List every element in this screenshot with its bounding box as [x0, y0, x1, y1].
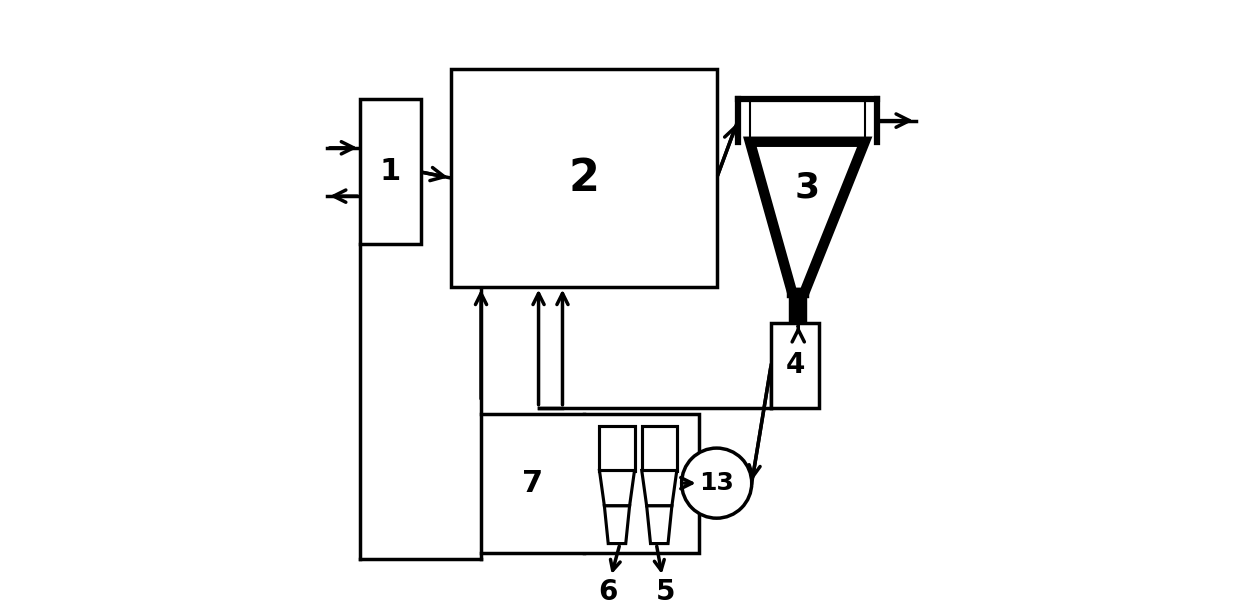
Bar: [451, 69, 717, 287]
Text: 4: 4: [785, 351, 805, 379]
Bar: [771, 323, 820, 408]
Text: 6: 6: [598, 578, 618, 606]
Bar: [481, 414, 698, 553]
Polygon shape: [646, 506, 672, 543]
Text: 1: 1: [379, 157, 401, 187]
Polygon shape: [750, 142, 864, 293]
Bar: [360, 100, 420, 244]
Polygon shape: [642, 471, 677, 506]
Polygon shape: [642, 426, 677, 471]
Circle shape: [682, 448, 751, 518]
Text: 3: 3: [795, 170, 820, 204]
Text: 2: 2: [568, 157, 599, 200]
Text: 5: 5: [656, 578, 675, 606]
Text: 7: 7: [522, 469, 543, 498]
Polygon shape: [599, 471, 635, 506]
Polygon shape: [604, 506, 630, 543]
Text: 13: 13: [699, 471, 734, 495]
Polygon shape: [599, 426, 635, 471]
